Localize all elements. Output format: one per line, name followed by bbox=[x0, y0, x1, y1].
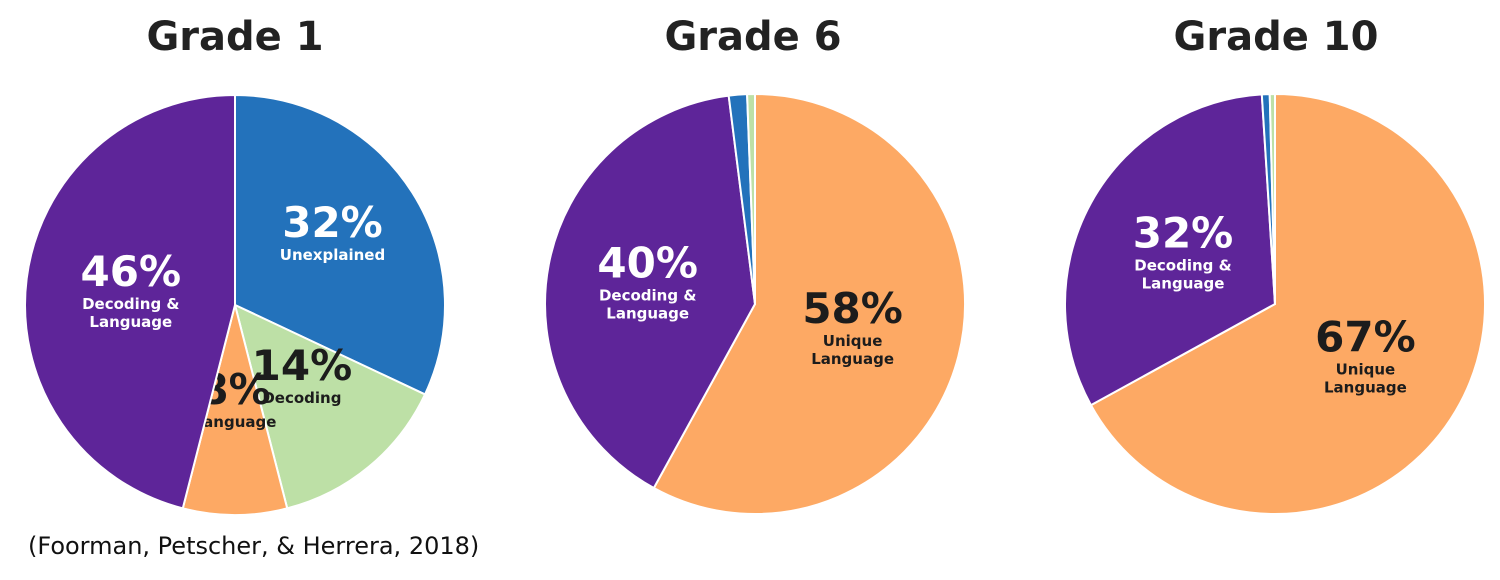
slice-category-label: Language bbox=[811, 350, 894, 368]
source-citation: (Foorman, Petscher, & Herrera, 2018) bbox=[28, 532, 480, 560]
slice-value-label: 46% bbox=[81, 247, 182, 296]
pie-slice-grade-1-3 bbox=[24, 94, 236, 510]
slice-category-label: Language bbox=[606, 305, 689, 323]
pie-grade-1: 32%Unexplained14%Decoding8%Language46%De… bbox=[24, 94, 446, 516]
slice-category-label: Unique bbox=[1336, 360, 1396, 378]
pie-slice-grade-1-1 bbox=[234, 304, 427, 510]
slice-category-label: Unexplained bbox=[280, 246, 385, 264]
slice-value-label: 14% bbox=[252, 341, 353, 390]
slice-category-label: Decoding bbox=[262, 389, 341, 407]
pie-slice-grade-10-1 bbox=[1064, 93, 1276, 407]
slice-value-label: 32% bbox=[282, 198, 383, 247]
slice-value-label: 67% bbox=[1315, 312, 1416, 361]
slice-category-label: Decoding & bbox=[599, 287, 696, 305]
chart-title-grade-1: Grade 1 bbox=[146, 14, 324, 60]
pie-slice-grade-10-0 bbox=[1089, 93, 1486, 515]
slice-value-label: 58% bbox=[802, 284, 903, 333]
pie-slice-grade-10-3 bbox=[1268, 93, 1276, 305]
pie-slice-grade-6-3 bbox=[746, 93, 756, 305]
pie-slice-grade-6-1 bbox=[544, 94, 756, 490]
slice-category-label: Unique bbox=[823, 332, 883, 350]
pie-slice-grade-1-0 bbox=[234, 94, 446, 396]
slice-category-label: Language bbox=[194, 413, 277, 431]
slice-value-label: 32% bbox=[1133, 208, 1234, 257]
slice-category-label: Decoding & bbox=[1134, 256, 1231, 274]
slice-category-label: Language bbox=[1142, 274, 1225, 292]
slice-category-label: Language bbox=[1324, 378, 1407, 396]
chart-title-grade-6: Grade 6 bbox=[664, 14, 842, 60]
slice-category-label: Language bbox=[89, 313, 172, 331]
chart-title-grade-10: Grade 10 bbox=[1173, 14, 1379, 60]
pie-slice-grade-1-2 bbox=[181, 304, 289, 516]
slice-category-label: Decoding & bbox=[82, 295, 179, 313]
pie-slice-grade-6-0 bbox=[652, 93, 966, 515]
slice-value-label: 40% bbox=[597, 239, 698, 288]
